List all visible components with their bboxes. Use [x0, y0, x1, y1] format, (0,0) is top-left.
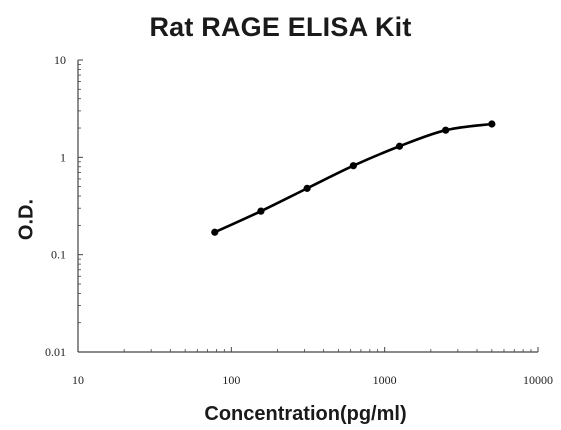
y-tick-labels: 0.01 0.1 1 10: [45, 53, 66, 359]
data-point: [395, 142, 404, 150]
chart-title: Rat RAGE ELISA Kit: [149, 12, 412, 42]
x-tick-label: 10: [72, 373, 84, 387]
y-tick-label: 0.01: [45, 345, 66, 359]
y-axis-label: O.D.: [15, 198, 38, 241]
series-line: [213, 122, 494, 234]
y-tick-label: 10: [54, 53, 66, 67]
data-point: [488, 120, 496, 128]
y-tick-label: 1: [60, 150, 66, 164]
data-point: [303, 184, 311, 192]
data-point: [442, 126, 450, 134]
series-group: [211, 120, 496, 236]
y-ticks: [78, 59, 83, 353]
x-tick-label: 10000: [523, 373, 553, 387]
x-tick-labels: 10 100 1000 10000: [72, 373, 553, 387]
data-point: [257, 207, 265, 215]
x-axis: 10 100 1000 10000: [72, 347, 553, 387]
data-point: [349, 162, 357, 170]
x-tick-label: 1000: [373, 373, 397, 387]
y-axis: 0.01 0.1 1 10: [45, 53, 83, 359]
x-ticks: [77, 347, 539, 352]
y-tick-label: 0.1: [51, 248, 66, 262]
x-tick-label: 100: [222, 373, 240, 387]
x-axis-label: Concentration(pg/ml): [204, 403, 407, 425]
data-point: [211, 228, 219, 236]
